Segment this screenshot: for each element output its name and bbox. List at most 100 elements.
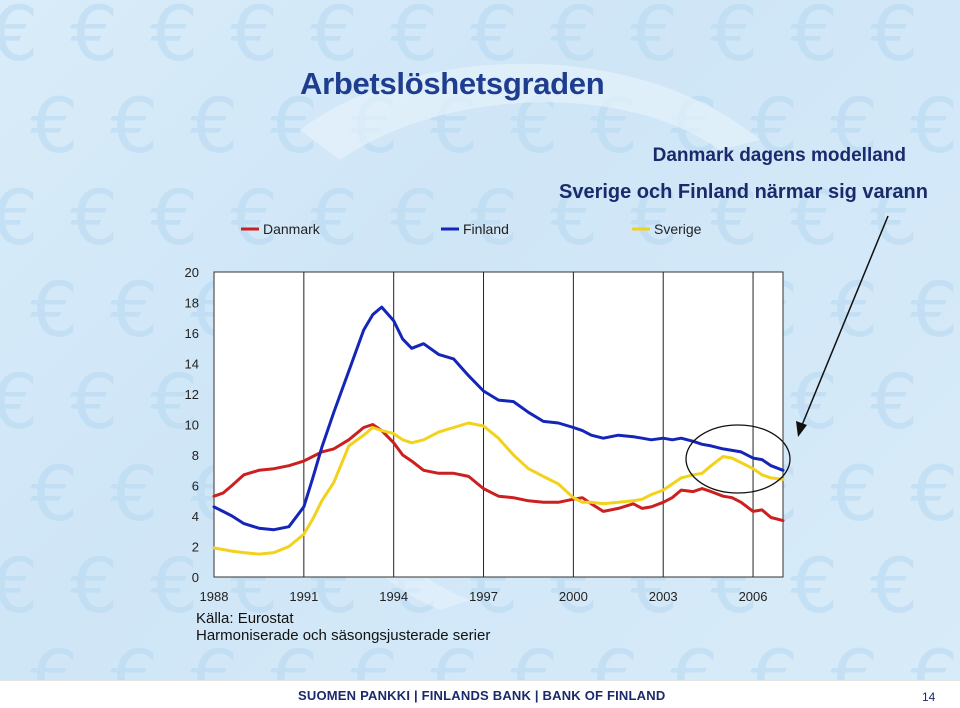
euro-sign-icon: € (630, 0, 678, 78)
euro-sign-icon: € (110, 633, 158, 680)
x-tick-label: 1988 (200, 589, 229, 604)
legend-label: Danmark (263, 221, 321, 237)
y-tick-label: 10 (185, 418, 199, 433)
y-tick-label: 14 (185, 357, 199, 372)
euro-sign-icon: € (0, 541, 38, 630)
euro-sign-icon: € (870, 0, 918, 78)
legend-item-danmark: Danmark (241, 221, 321, 237)
series-line-finland (212, 305, 785, 532)
euro-sign-icon: € (310, 173, 358, 262)
x-tick-label: 1994 (379, 589, 408, 604)
euro-sign-icon: € (270, 633, 318, 680)
euro-sign-icon: € (830, 81, 878, 170)
euro-sign-icon: € (550, 173, 598, 262)
euro-sign-icon: € (790, 0, 838, 78)
euro-sign-icon: € (190, 81, 238, 170)
euro-sign-icon: € (30, 265, 78, 354)
euro-sign-icon: € (590, 633, 638, 680)
y-tick-label: 20 (185, 265, 199, 280)
legend-label: Sverige (654, 221, 702, 237)
euro-sign-icon: € (910, 633, 958, 680)
x-axis: 1988 1991 1994 1997 2000 2003 2006 (200, 589, 768, 604)
euro-sign-icon: € (470, 173, 518, 262)
euro-sign-icon: € (0, 357, 38, 446)
highlight-circle (685, 424, 791, 494)
euro-sign-icon: € (70, 541, 118, 630)
footer-bar (0, 680, 960, 708)
euro-sign-icon: € (870, 173, 918, 262)
euro-sign-icon: € (910, 449, 958, 538)
euro-sign-icon: € (0, 173, 38, 262)
euro-sign-icon: € (150, 541, 198, 630)
euro-sign-icon: € (790, 541, 838, 630)
euro-sign-icon: € (630, 173, 678, 262)
euro-sign-icon: € (150, 0, 198, 78)
y-tick-label: 12 (185, 387, 199, 402)
subtitle-sverige-finland: Sverige och Finland närmar sig varann (558, 181, 928, 203)
y-tick-label: 0 (192, 570, 199, 585)
y-tick-label: 6 (192, 479, 199, 494)
euro-sign-icon: € (30, 449, 78, 538)
y-tick-label: 8 (192, 448, 199, 463)
y-tick-label: 2 (192, 540, 199, 555)
euro-sign-icon: € (70, 173, 118, 262)
unemployment-chart: 0 2 4 6 8 10 12 14 16 18 20 1988 1991 1994 1997 2000 20… (185, 215, 889, 604)
y-tick-label: 18 (185, 296, 199, 311)
arrow-head (796, 421, 807, 437)
euro-sign-icon: € (390, 173, 438, 262)
euro-sign-icon: € (830, 449, 878, 538)
euro-sign-icon: € (790, 173, 838, 262)
euro-sign-icon: € (110, 265, 158, 354)
source-label: Källa: Eurostat (196, 610, 294, 627)
euro-sign-icon: € (110, 81, 158, 170)
arrow-line (799, 215, 889, 431)
x-tick-label: 2003 (649, 589, 678, 604)
chart-legend: Danmark Finland Sverige (241, 221, 702, 237)
x-tick-label: 2000 (559, 589, 588, 604)
euro-sign-icon: € (230, 173, 278, 262)
slide-title: Arbetslöshetsgraden (300, 66, 605, 101)
x-tick-label: 1997 (469, 589, 498, 604)
euro-sign-icon: € (710, 173, 758, 262)
series-line-danmark (212, 423, 785, 523)
page-number: 14 (922, 690, 936, 704)
euro-sign-icon: € (350, 633, 398, 680)
annotation-circle (685, 424, 791, 494)
series-lines (212, 305, 785, 556)
euro-sign-icon: € (150, 357, 198, 446)
euro-sign-icon: € (430, 633, 478, 680)
euro-sign-icon: € (230, 0, 278, 78)
euro-sign-icon: € (550, 0, 598, 78)
subtitle-danmark: Danmark dagens modelland (652, 145, 906, 166)
footer-bank-name: SUOMEN PANKKI | FINLANDS BANK | BANK OF … (298, 688, 666, 703)
euro-sign-icon: € (670, 633, 718, 680)
y-tick-label: 4 (192, 509, 199, 524)
euro-sign-icon: € (70, 0, 118, 78)
x-tick-label: 1991 (289, 589, 318, 604)
euro-sign-icon: € (830, 633, 878, 680)
euro-sign-icon: € (750, 633, 798, 680)
euro-sign-icon: € (30, 633, 78, 680)
y-axis: 0 2 4 6 8 10 12 14 16 18 20 (185, 265, 199, 585)
euro-sign-icon: € (150, 173, 198, 262)
series-line-sverige (212, 421, 785, 556)
euro-sign-icon: € (870, 541, 918, 630)
euro-sign-icon: € (870, 357, 918, 446)
euro-sign-icon: € (750, 81, 798, 170)
euro-sign-icon: € (510, 633, 558, 680)
euro-sign-icon: € (0, 0, 38, 78)
legend-item-finland: Finland (441, 221, 509, 237)
legend-label: Finland (463, 221, 509, 237)
euro-sign-icon: € (390, 0, 438, 78)
euro-sign-icon: € (710, 0, 758, 78)
legend-item-sverige: Sverige (632, 221, 702, 237)
euro-sign-icon: € (310, 0, 358, 78)
euro-sign-icon: € (110, 449, 158, 538)
source-note: Harmoniserade och säsongsjusterade serie… (196, 627, 491, 644)
y-tick-label: 16 (185, 326, 199, 341)
x-tick-label: 2006 (739, 589, 768, 604)
euro-sign-icon: € (910, 265, 958, 354)
plot-area (213, 271, 784, 578)
euro-sign-icon: € (190, 633, 238, 680)
euro-sign-icon: € (30, 81, 78, 170)
